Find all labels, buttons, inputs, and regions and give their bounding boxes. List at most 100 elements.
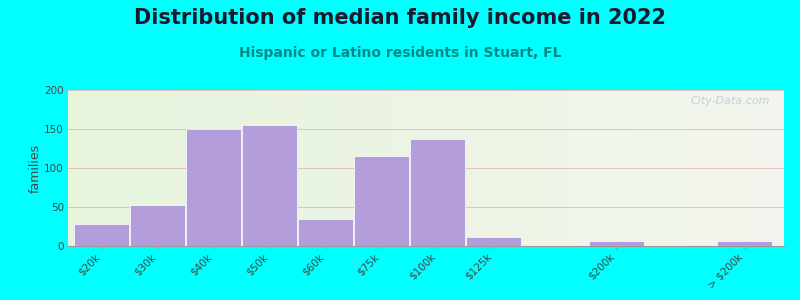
Bar — [665, 90, 670, 246]
Bar — [388, 90, 393, 246]
Bar — [498, 90, 502, 246]
Bar — [466, 237, 521, 246]
Bar — [335, 90, 340, 246]
Bar — [402, 90, 407, 246]
Bar — [412, 90, 417, 246]
Bar — [359, 90, 364, 246]
Bar — [578, 90, 583, 246]
Bar — [765, 90, 770, 246]
Bar — [345, 90, 350, 246]
Bar — [383, 90, 388, 246]
Bar — [602, 90, 607, 246]
Bar — [546, 90, 550, 246]
Bar — [440, 90, 445, 246]
Bar — [435, 90, 440, 246]
Bar — [718, 241, 772, 246]
Bar — [398, 90, 402, 246]
Bar — [269, 90, 274, 246]
Bar — [130, 90, 135, 246]
Bar — [154, 90, 158, 246]
Bar — [517, 90, 522, 246]
Bar — [221, 90, 226, 246]
Bar — [321, 90, 326, 246]
Bar — [135, 90, 139, 246]
Bar — [570, 90, 574, 246]
Bar — [254, 90, 259, 246]
Bar — [631, 90, 636, 246]
Bar — [230, 90, 235, 246]
Bar — [755, 90, 760, 246]
Bar — [111, 90, 116, 246]
Bar — [541, 90, 546, 246]
Bar — [350, 90, 354, 246]
Bar — [330, 90, 335, 246]
Bar — [178, 90, 182, 246]
Bar — [121, 90, 126, 246]
Text: Distribution of median family income in 2022: Distribution of median family income in … — [134, 8, 666, 28]
Bar — [316, 90, 321, 246]
Bar — [459, 90, 464, 246]
Bar — [589, 241, 643, 246]
Bar — [469, 90, 474, 246]
Bar — [779, 90, 784, 246]
Bar — [522, 90, 526, 246]
Bar — [712, 90, 717, 246]
Bar — [144, 90, 149, 246]
Bar — [326, 90, 330, 246]
Bar — [708, 90, 712, 246]
Bar — [242, 125, 297, 246]
Bar — [102, 90, 106, 246]
Bar — [478, 90, 483, 246]
Bar — [646, 90, 650, 246]
Bar — [450, 90, 454, 246]
Bar — [340, 90, 345, 246]
Bar — [526, 90, 531, 246]
Bar — [306, 90, 311, 246]
Bar — [583, 90, 588, 246]
Bar — [226, 90, 230, 246]
Bar — [97, 90, 102, 246]
Bar — [216, 90, 221, 246]
Bar — [130, 206, 185, 246]
Bar — [78, 90, 82, 246]
Bar — [650, 90, 655, 246]
Bar — [163, 90, 168, 246]
Bar — [560, 90, 565, 246]
Bar — [287, 90, 292, 246]
Bar — [182, 90, 187, 246]
Bar — [197, 90, 202, 246]
Bar — [636, 90, 641, 246]
Bar — [612, 90, 617, 246]
Bar — [483, 90, 488, 246]
Bar — [374, 90, 378, 246]
Bar — [502, 90, 507, 246]
Y-axis label: families: families — [28, 143, 42, 193]
Bar — [536, 90, 541, 246]
Bar — [430, 90, 435, 246]
Bar — [264, 90, 269, 246]
Bar — [245, 90, 250, 246]
Bar — [235, 90, 240, 246]
Bar — [68, 90, 73, 246]
Bar — [684, 90, 689, 246]
Bar — [298, 219, 353, 246]
Bar — [660, 90, 665, 246]
Bar — [364, 90, 369, 246]
Bar — [736, 90, 741, 246]
Bar — [87, 90, 92, 246]
Bar — [674, 90, 679, 246]
Bar — [211, 90, 216, 246]
Bar — [240, 90, 245, 246]
Bar — [206, 90, 211, 246]
Bar — [626, 90, 631, 246]
Text: City-Data.com: City-Data.com — [690, 96, 770, 106]
Bar — [407, 90, 412, 246]
Bar — [140, 90, 144, 246]
Bar — [670, 90, 674, 246]
Bar — [158, 90, 163, 246]
Bar — [302, 90, 306, 246]
Bar — [622, 90, 626, 246]
Bar — [607, 90, 612, 246]
Bar — [717, 90, 722, 246]
Bar — [703, 90, 708, 246]
